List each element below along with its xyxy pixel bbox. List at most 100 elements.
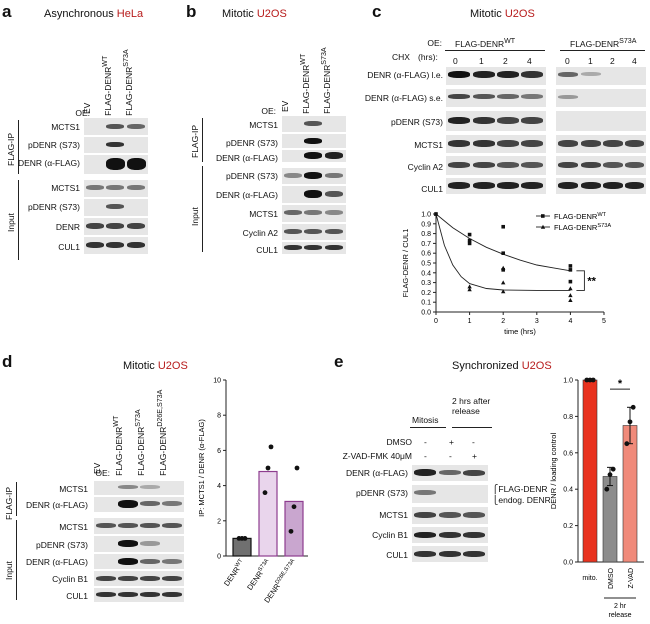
band: [304, 245, 322, 250]
panel-a-row-label: DENR (α-FLAG): [17, 158, 80, 168]
data-point: [568, 268, 573, 272]
significance-marker: *: [618, 378, 623, 390]
band: [463, 551, 485, 557]
y-tick-label: 4: [217, 483, 221, 490]
band: [304, 190, 322, 198]
band: [448, 117, 470, 124]
band: [304, 138, 322, 144]
blot-strip: [94, 518, 184, 534]
band: [140, 523, 160, 528]
data-point: [467, 232, 472, 237]
panel-c-group-s73a: FLAG-DENRS73A: [570, 37, 637, 49]
blot-strip: [556, 111, 646, 131]
y-tick-label: 0.4: [421, 270, 431, 277]
panel-a-label: a: [2, 2, 12, 21]
band: [521, 162, 543, 168]
panel-b-row-label: pDENR (S73): [226, 171, 278, 181]
band: [325, 229, 343, 234]
y-tick-label: 0.9: [421, 221, 431, 228]
band: [96, 576, 116, 581]
panel-c-oe-label: OE:: [427, 38, 442, 48]
band: [106, 158, 125, 170]
band: [118, 500, 138, 508]
x-tick-label: 1: [468, 318, 472, 325]
band: [448, 162, 470, 168]
band: [140, 541, 160, 546]
blot-strip: [556, 178, 646, 194]
fit-curve: [435, 213, 571, 272]
band: [140, 592, 160, 597]
band: [86, 185, 104, 190]
band: [521, 71, 543, 78]
y-axis-label: DENR / loading control: [549, 433, 558, 510]
band: [414, 551, 436, 557]
panel-b-row-label: MCTS1: [249, 209, 278, 219]
panel-b-row-label: MCTS1: [249, 120, 278, 130]
band: [118, 558, 138, 565]
blot-strip: [556, 156, 646, 175]
decay-chart: 0.0 0.1 0.2 0.3 0.4 0.5 0.6 0.7 0.8 0.9 1.0 0 1 2 3 4 5 t…: [401, 212, 611, 337]
panel-d-lane-wt: FLAG-DENRWT: [112, 415, 124, 476]
panel-c-group-s73a-line: [560, 50, 645, 51]
panel-e-sign: -: [449, 451, 452, 461]
band: [439, 512, 461, 518]
significance-marker: **: [587, 276, 596, 288]
panel-b-flagip-bracket: [202, 118, 203, 162]
x-tick-label: 2: [501, 318, 505, 325]
panel-e-title: Synchronized U2OS: [452, 360, 552, 372]
y-tick-label: 0.0: [563, 560, 573, 567]
panel-b-row-label: Cyclin A2: [242, 228, 278, 238]
panel-b-oe-label: OE:: [261, 106, 276, 116]
panel-c-time-tick: 2: [503, 56, 508, 66]
data-point: [568, 286, 573, 291]
panel-a-row-label: MCTS1: [51, 122, 80, 132]
panel-b-title: Mitotic U2OS: [222, 8, 287, 20]
band: [127, 185, 145, 190]
panel-c-time-tick: 2: [610, 56, 615, 66]
panel-c-time-tick: 0: [453, 56, 458, 66]
data-point: [467, 284, 472, 289]
panel-b-input-group: Input: [190, 207, 200, 226]
band: [140, 485, 160, 489]
band: [558, 95, 578, 99]
panel-e-zvad-label: Z-VAD-FMK 40μM: [342, 451, 412, 461]
bar: [582, 379, 598, 563]
band: [439, 470, 461, 475]
band: [106, 242, 124, 248]
band: [325, 191, 343, 197]
data-point: [467, 241, 472, 246]
band: [497, 162, 519, 168]
panel-c-row-label: CUL1: [421, 184, 443, 194]
band: [603, 182, 623, 189]
panel-a-oe-label: OE:: [75, 108, 90, 118]
data-point: [610, 466, 616, 472]
band: [463, 470, 485, 476]
panel-a-row-label: CUL1: [58, 242, 80, 252]
data-point: [294, 465, 300, 471]
y-tick-label: 0.2: [421, 290, 431, 297]
blot-strip: [556, 135, 646, 153]
band: [414, 490, 436, 495]
band: [448, 71, 470, 78]
blot-strip: [94, 588, 184, 602]
panel-a-input-group: Input: [6, 213, 16, 232]
data-point: [630, 404, 636, 410]
data-point: [501, 268, 505, 272]
band: [127, 242, 145, 248]
band: [625, 162, 644, 168]
panel-e-sign: +: [472, 451, 477, 461]
data-point: [288, 528, 294, 534]
band: [463, 532, 485, 538]
y-tick-label: 0.8: [421, 231, 431, 238]
band: [521, 94, 543, 99]
band: [521, 182, 543, 189]
panel-d-row-label: CUL1: [66, 591, 88, 601]
panel-d-row-label: MCTS1: [59, 522, 88, 532]
band: [448, 182, 470, 189]
band: [304, 152, 322, 159]
panel-b-flagip-group: FLAG-IP: [190, 124, 200, 158]
data-point: [501, 224, 505, 229]
panel-d-lane-d26e: FLAG-DENRD26E,S73A: [156, 389, 168, 476]
x-tick-label: 0: [434, 318, 438, 325]
panel-c-row-label: Cyclin A2: [407, 162, 443, 172]
